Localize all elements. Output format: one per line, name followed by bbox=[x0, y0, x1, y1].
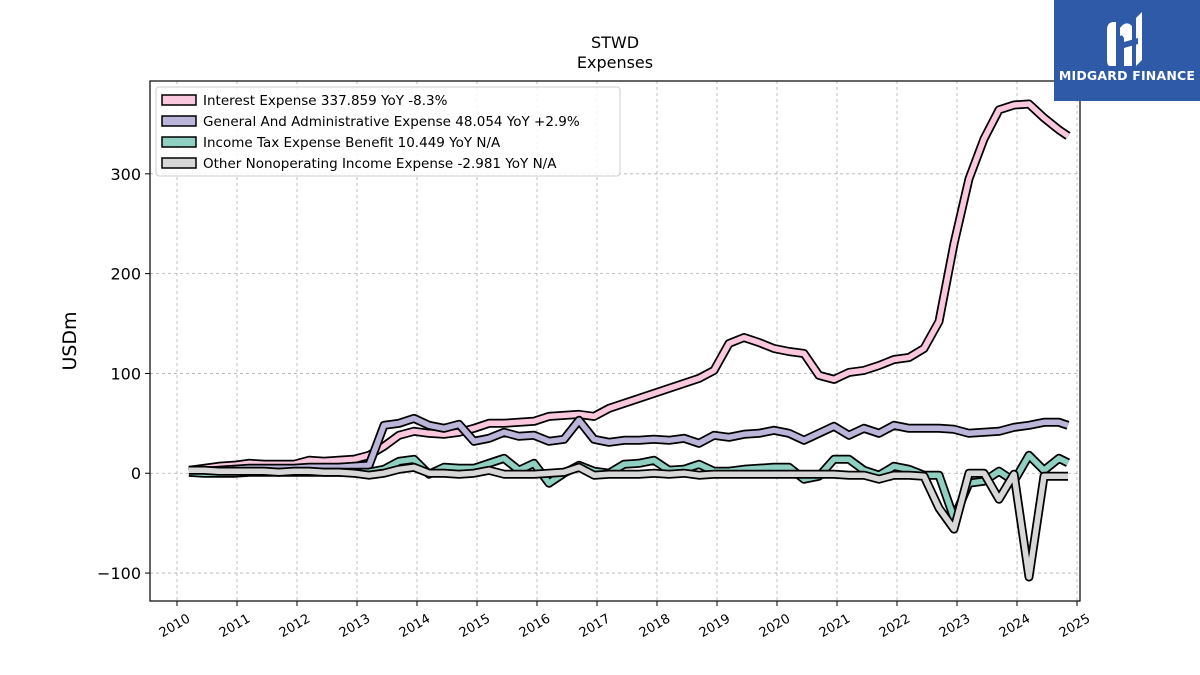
x-axis: 2010 2011 2012 2013 2014 2015 2016 2017 2018 2019… bbox=[157, 601, 1093, 641]
x-tick-label: 2015 bbox=[457, 611, 493, 641]
x-tick-label: 2021 bbox=[817, 611, 853, 641]
series-1 bbox=[188, 413, 1070, 477]
chart-title: STWD bbox=[591, 33, 639, 52]
x-tick-label: 2012 bbox=[277, 611, 313, 641]
y-tick-label: 300 bbox=[110, 165, 141, 184]
x-tick-label: 2011 bbox=[217, 611, 253, 641]
y-tick-label: 200 bbox=[110, 265, 141, 284]
y-tick-label: 0 bbox=[131, 464, 141, 483]
x-tick-label: 2013 bbox=[337, 611, 373, 641]
y-tick-label: 100 bbox=[110, 364, 141, 383]
midgard-m-mark-icon bbox=[1107, 12, 1142, 66]
x-tick-label: 2010 bbox=[157, 611, 193, 641]
x-tick-label: 2020 bbox=[757, 611, 793, 641]
x-tick-label: 2014 bbox=[397, 611, 433, 641]
legend-label: General And Administrative Expense 48.05… bbox=[203, 114, 580, 130]
legend-label: Other Nonoperating Income Expense -2.981… bbox=[203, 156, 557, 172]
legend-swatch bbox=[161, 136, 197, 148]
plot-frame bbox=[149, 80, 1081, 602]
brand-logo: MIDGARD FINANCE bbox=[1054, 0, 1200, 101]
legend-label: Interest Expense 337.859 YoY -8.3% bbox=[203, 93, 448, 109]
legend: Interest Expense 337.859 YoY -8.3% Genera… bbox=[155, 86, 621, 177]
x-tick-label: 2024 bbox=[997, 611, 1033, 641]
x-tick-label: 2025 bbox=[1057, 611, 1093, 641]
x-tick-label: 2019 bbox=[697, 611, 733, 641]
legend-box bbox=[155, 86, 621, 177]
series-line-outline bbox=[189, 462, 1068, 582]
legend-swatch bbox=[161, 94, 197, 106]
x-tick-label: 2022 bbox=[877, 611, 913, 641]
x-tick-label: 2016 bbox=[517, 611, 553, 641]
series-3 bbox=[189, 462, 1068, 582]
legend-swatch bbox=[161, 157, 197, 169]
legend-swatch bbox=[161, 115, 197, 127]
series-lines bbox=[188, 99, 1071, 582]
brand-name: MIDGARD FINANCE bbox=[1058, 68, 1196, 83]
x-tick-label: 2017 bbox=[577, 611, 613, 641]
y-tick-label: −100 bbox=[97, 564, 141, 583]
series-line bbox=[188, 415, 1069, 475]
series-line bbox=[189, 464, 1068, 580]
series-0 bbox=[188, 99, 1071, 475]
x-tick-label: 2023 bbox=[937, 611, 973, 641]
y-axis: −100 0 100 200 300 bbox=[97, 165, 150, 583]
y-axis-label: USDm bbox=[59, 311, 81, 370]
chart-subtitle: Expenses bbox=[577, 53, 653, 72]
series-line bbox=[188, 101, 1070, 474]
x-tick-label: 2018 bbox=[637, 611, 673, 641]
legend-label: Income Tax Expense Benefit 10.449 YoY N/… bbox=[203, 135, 501, 151]
